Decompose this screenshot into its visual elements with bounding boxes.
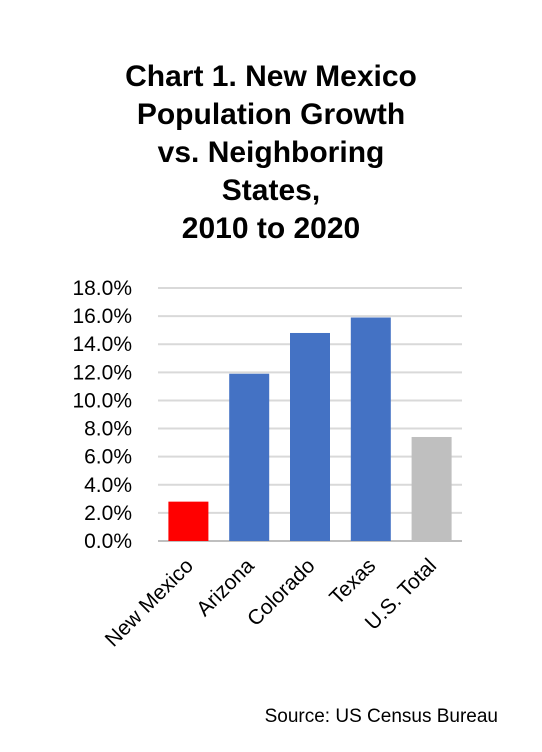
y-tick-label: 16.0% [72, 305, 132, 328]
y-tick-label: 0.0% [84, 530, 132, 553]
x-tick-label: New Mexico [101, 554, 198, 651]
bar [290, 332, 330, 541]
chart-title-line: States, [221, 174, 321, 207]
y-tick-label: 8.0% [84, 418, 132, 441]
chart-title: Chart 1. New Mexico Population Growth vs… [0, 58, 542, 248]
y-tick-label: 18.0% [72, 277, 132, 300]
bar [168, 501, 209, 541]
y-tick-label: 12.0% [72, 361, 132, 384]
source-note: Source: US Census Bureau [264, 706, 498, 727]
y-tick-label: 10.0% [72, 389, 132, 412]
y-tick-label: 6.0% [84, 446, 132, 469]
chart-title-line: 2010 to 2020 [181, 212, 361, 245]
y-tick-label: 2.0% [84, 502, 132, 525]
y-tick-label: 4.0% [84, 474, 132, 497]
chart-title-line: Population Growth [136, 98, 406, 131]
y-tick-label: 14.0% [72, 333, 132, 356]
chart-title-line: Chart 1. New Mexico [125, 60, 417, 93]
x-tick-label: Colorado [243, 554, 320, 631]
bar [229, 373, 270, 541]
chart-title-line: vs. Neighboring [157, 136, 385, 169]
bar [411, 436, 452, 541]
x-tick-label: Texas [325, 554, 380, 609]
bar [350, 317, 391, 541]
